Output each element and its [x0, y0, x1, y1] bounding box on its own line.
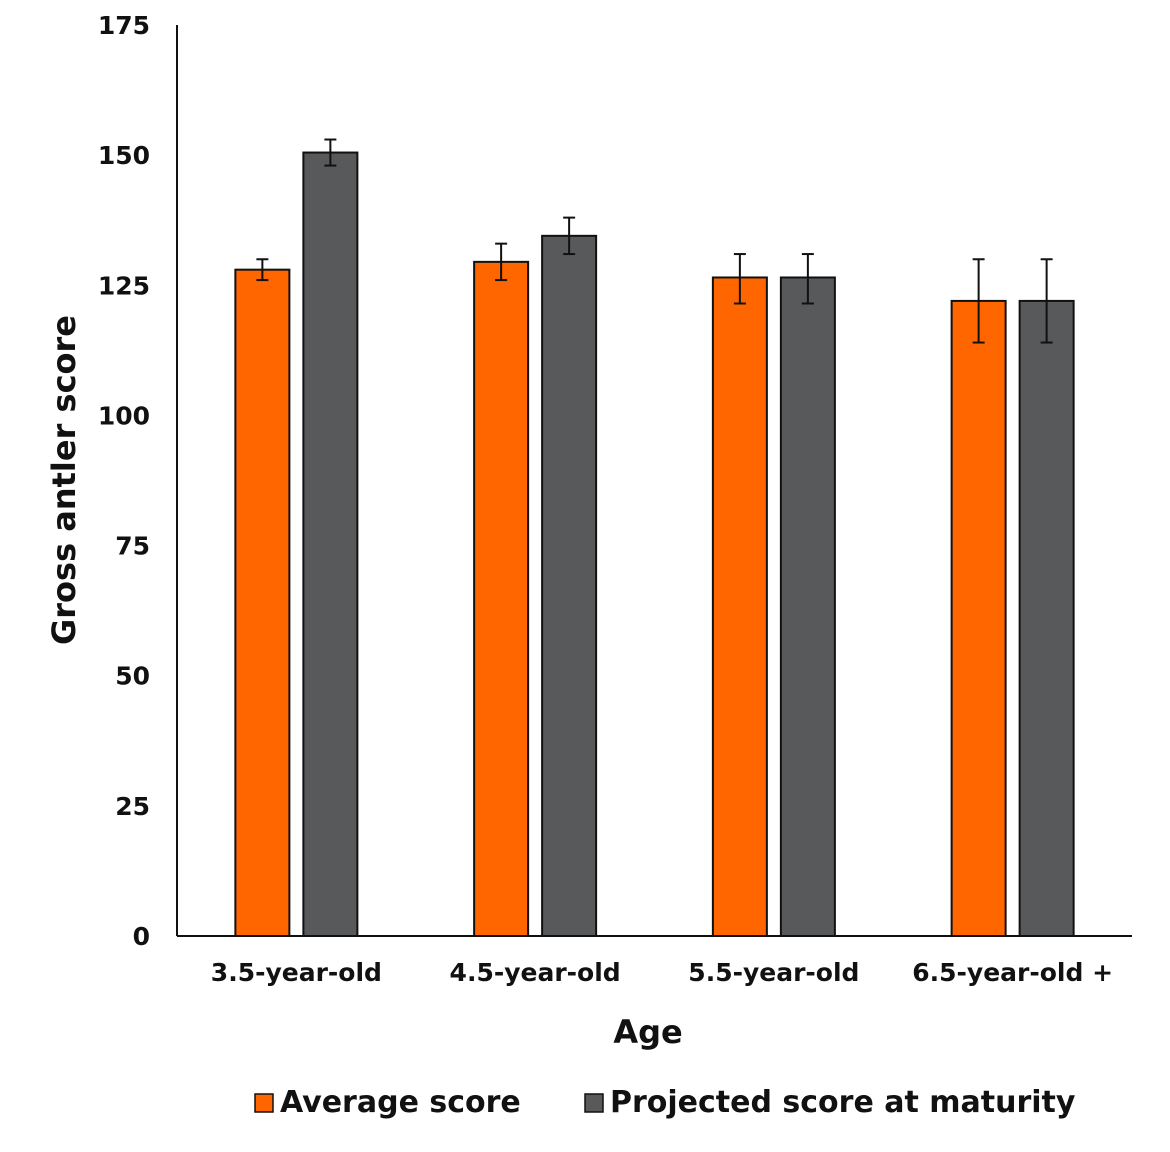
y-tick-label: 150 — [98, 141, 150, 170]
x-axis-tick-labels: 3.5-year-old 4.5-year-old 5.5-year-old 6.5-… — [211, 958, 1113, 987]
bar-average-score — [473, 260, 530, 937]
y-tick-label: 100 — [98, 401, 150, 430]
y-tick-label: 175 — [98, 11, 150, 40]
x-tick-label: 5.5-year-old — [688, 958, 859, 987]
error-bar — [1040, 258, 1053, 344]
error-bars — [256, 138, 1053, 344]
x-tick-label: 6.5-year-old + — [912, 958, 1113, 987]
error-bar — [495, 242, 508, 282]
error-bar — [324, 138, 337, 167]
legend-label-average-score: Average score — [280, 1085, 521, 1120]
bar-average-score — [234, 268, 291, 937]
legend-swatch-average-score — [254, 1093, 274, 1113]
bar-average-score — [950, 299, 1007, 938]
y-tick-label: 125 — [98, 271, 150, 300]
error-bar — [733, 253, 746, 305]
x-axis-title: Age — [613, 1013, 682, 1051]
x-tick-label: 3.5-year-old — [211, 958, 382, 987]
bar-projected-score — [541, 234, 598, 937]
y-tick-label: 75 — [115, 532, 150, 561]
y-axis-ticks: 0 25 50 75 100 125 150 175 — [98, 11, 150, 951]
legend-swatch-projected-score — [584, 1093, 604, 1113]
legend: Average score Projected score at maturit… — [254, 1085, 1076, 1120]
y-tick-label: 50 — [115, 662, 150, 691]
x-tick-label: 4.5-year-old — [450, 958, 621, 987]
bar-average-score — [711, 276, 768, 937]
y-axis-title: Gross antler score — [45, 315, 83, 645]
bars — [234, 151, 1075, 938]
error-bar — [801, 253, 814, 305]
bar-projected-score — [1018, 299, 1075, 938]
error-bar — [256, 258, 269, 282]
legend-label-projected-score: Projected score at maturity — [610, 1085, 1076, 1120]
y-tick-label: 25 — [115, 792, 150, 821]
bar-projected-score — [779, 276, 836, 937]
y-tick-label: 0 — [133, 922, 150, 951]
bar-projected-score — [302, 151, 359, 938]
error-bar — [972, 258, 985, 344]
error-bar — [563, 216, 576, 256]
